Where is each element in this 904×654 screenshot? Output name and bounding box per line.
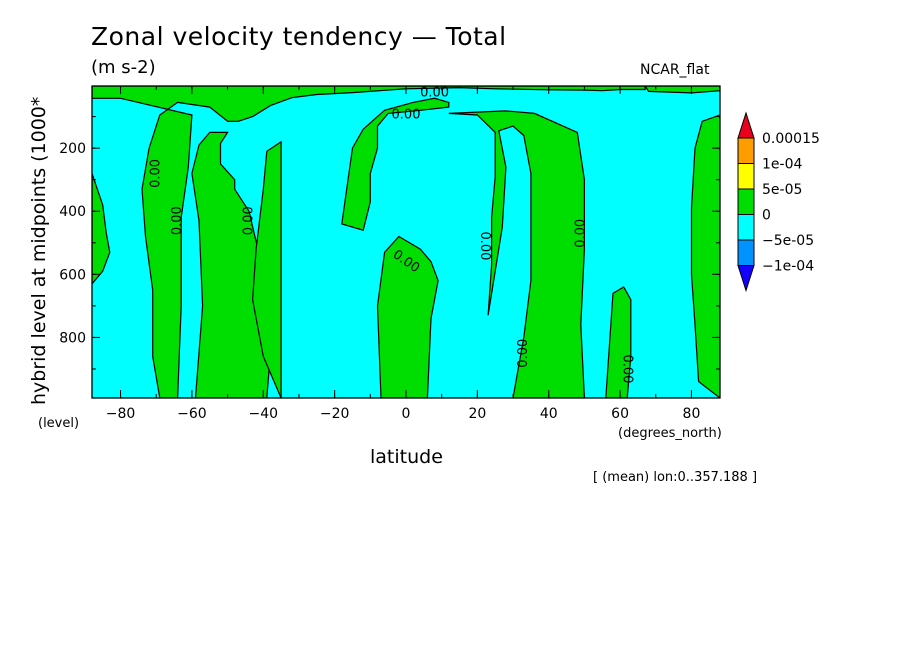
positive-region	[605, 286, 632, 398]
colormap-name: NCAR_flat	[640, 62, 710, 78]
y-tick-label: 600	[59, 267, 86, 283]
positive-region	[251, 140, 282, 398]
x-axis-units: (degrees_north)	[618, 426, 722, 441]
contour-label: 0.00	[170, 206, 185, 235]
x-tick-label: −60	[177, 406, 207, 422]
colorbar-label: 5e-05	[762, 182, 802, 198]
colorbar-segment	[737, 163, 755, 190]
contour-label: 0.00	[573, 219, 588, 248]
contour-label: 0.00	[620, 355, 635, 384]
colorbar-segment	[737, 188, 755, 215]
x-tick-label: 0	[402, 406, 411, 422]
x-tick-label: 40	[540, 406, 558, 422]
x-tick-label: 60	[611, 406, 629, 422]
colorbar-label: −5e-05	[762, 233, 814, 249]
colorbar-segment	[737, 214, 755, 241]
chart-units: (m s-2)	[91, 57, 156, 78]
y-tick-label: 800	[59, 330, 86, 346]
positive-region	[92, 86, 646, 398]
colorbar-segment	[737, 137, 755, 164]
contour-label: 0.00	[149, 159, 164, 188]
contour-label: 0.00	[516, 339, 531, 368]
colorbar-label: 0	[762, 208, 771, 224]
x-tick-label: −40	[248, 406, 278, 422]
x-tick-label: 80	[683, 406, 701, 422]
contour-label: 0.00	[420, 85, 449, 100]
positive-region	[92, 173, 111, 285]
footnote: [ (mean) lon:0..357.188 ]	[593, 470, 758, 485]
colorbar-top-arrow	[737, 111, 755, 139]
x-tick-label: 20	[468, 406, 486, 422]
positive-region	[644, 86, 720, 94]
positive-region	[448, 110, 586, 398]
x-tick-label: −20	[320, 406, 350, 422]
positive-region	[376, 235, 439, 398]
y-axis-units: (level)	[38, 416, 80, 431]
positive-region	[341, 97, 450, 231]
x-axis-label: latitude	[370, 446, 443, 468]
chart-title: Zonal velocity tendency — Total	[91, 22, 507, 51]
contour-label: 0.00	[477, 231, 492, 260]
y-tick-label: 200	[59, 141, 86, 157]
colorbar-label: 0.00015	[762, 131, 820, 147]
y-tick-label: 400	[59, 204, 86, 220]
contour-label: 0.00	[392, 108, 421, 123]
colorbar-bottom-arrow	[737, 265, 755, 293]
colorbar-segment	[737, 239, 755, 266]
colorbar-label: 1e-04	[762, 157, 802, 173]
contour-label: 0.00	[242, 206, 257, 235]
colorbar-label: −1e-04	[762, 259, 814, 275]
x-tick-label: −80	[106, 406, 136, 422]
positive-region	[690, 114, 720, 398]
